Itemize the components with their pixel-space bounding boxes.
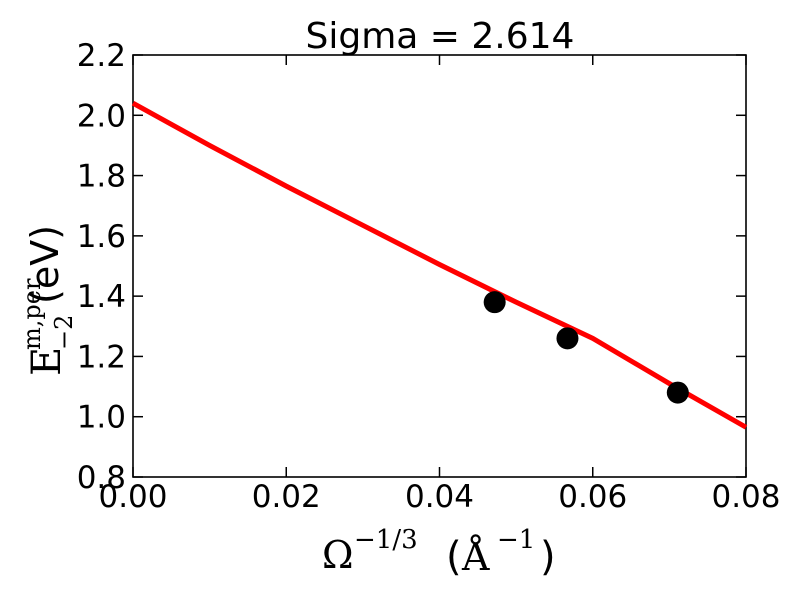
fit-line [131, 101, 748, 430]
x-tick-label: 0.04 [405, 479, 474, 515]
x-axis-label-sup: −1/3 [354, 525, 418, 555]
x-axis-label-unit-base: Å [461, 535, 490, 579]
data-point [666, 381, 689, 404]
y-axis-label-base: E [24, 347, 70, 376]
data-point [556, 327, 579, 350]
x-axis-label-unit-close: ) [540, 534, 556, 580]
x-axis-label-unit-open: ( [446, 534, 462, 580]
y-axis-label-sub: −2 [50, 315, 78, 350]
x-tick-label: 0.08 [711, 479, 780, 515]
data-points [483, 291, 689, 404]
y-tick-label: 1.0 [77, 400, 126, 436]
y-tick-label: 1.8 [77, 159, 126, 195]
y-tick-label: 2.0 [77, 98, 126, 134]
data-point [483, 291, 506, 314]
x-tick-label: 0.06 [558, 479, 627, 515]
x-axis: 0.00 0.02 0.04 0.06 0.08 [98, 55, 781, 515]
chart-title: Sigma = 2.614 [306, 16, 575, 57]
y-tick-label: 1.2 [77, 339, 126, 375]
y-axis-label: E m,per −2 (eV) [18, 225, 78, 376]
x-axis-label-unit-sup: −1 [497, 525, 535, 555]
x-tick-label: 0.00 [98, 479, 167, 515]
y-tick-label: 0.8 [77, 460, 126, 496]
x-axis-label: Ω −1/3 ( Å −1 ) [322, 525, 556, 580]
y-axis: 0.8 1.0 1.2 1.4 1.6 1.8 2.0 2.2 [77, 38, 746, 496]
y-axis-label-unit: (eV) [23, 225, 67, 304]
x-tick-label: 0.02 [252, 479, 321, 515]
y-tick-label: 1.6 [77, 219, 126, 255]
y-tick-label: 2.2 [77, 38, 126, 74]
y-axis-label-sup: m,per [18, 278, 46, 350]
plot-area: 0.00 0.02 0.04 0.06 0.08 0.8 1.0 1.2 1.4 1.6 1.8 2… [77, 38, 781, 515]
y-tick-label: 1.4 [77, 279, 126, 315]
x-axis-label-base: Ω [322, 533, 354, 577]
